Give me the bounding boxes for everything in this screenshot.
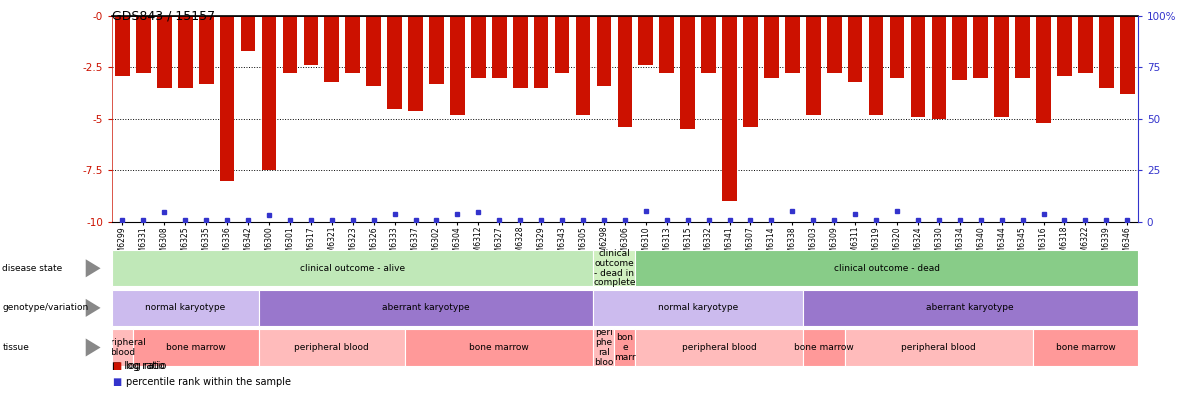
Polygon shape (86, 339, 100, 356)
Bar (597, 16, 611, 86)
Bar (1120, 16, 1134, 94)
Bar (1015, 16, 1030, 78)
Bar (974, 16, 988, 78)
Text: tissue: tissue (2, 343, 29, 352)
Bar (953, 16, 967, 80)
Bar (826, 16, 842, 74)
Bar (848, 16, 863, 82)
Bar (112, 329, 133, 366)
Text: peripheral
blood: peripheral blood (99, 338, 146, 357)
Text: bon
e
marr: bon e marr (614, 333, 635, 362)
Bar (219, 16, 235, 181)
Bar (764, 16, 778, 78)
Bar (635, 250, 1138, 286)
Bar (803, 290, 1138, 326)
Bar (406, 329, 593, 366)
Text: clinical outcome - alive: clinical outcome - alive (301, 264, 406, 273)
Bar (743, 16, 758, 127)
Bar (593, 250, 635, 286)
Text: clinical outcome - dead: clinical outcome - dead (834, 264, 940, 273)
Bar (639, 16, 653, 65)
Text: genotype/variation: genotype/variation (2, 303, 88, 312)
Bar (890, 16, 904, 78)
Bar (492, 16, 507, 78)
Text: percentile rank within the sample: percentile rank within the sample (126, 377, 291, 387)
Bar (593, 329, 614, 366)
Bar (429, 16, 443, 84)
Bar (618, 16, 632, 127)
Bar (635, 329, 803, 366)
Bar (112, 290, 258, 326)
Bar (844, 329, 1033, 366)
Text: peripheral blood: peripheral blood (681, 343, 757, 352)
Bar (136, 16, 151, 74)
Text: normal karyotype: normal karyotype (658, 303, 738, 312)
Bar (534, 16, 548, 88)
Bar (702, 16, 716, 74)
Bar (785, 16, 799, 74)
Text: bone marrow: bone marrow (469, 343, 529, 352)
Bar (258, 329, 406, 366)
Bar (1036, 16, 1050, 123)
Text: ■: ■ (112, 377, 121, 387)
Bar (680, 16, 694, 129)
Bar (241, 16, 256, 51)
Text: ■ log ratio: ■ log ratio (112, 361, 165, 371)
Bar (575, 16, 591, 115)
Bar (367, 16, 381, 86)
Bar (199, 16, 213, 84)
Bar (262, 16, 276, 170)
Bar (910, 16, 926, 117)
Text: disease state: disease state (2, 264, 62, 273)
Bar (1033, 329, 1138, 366)
Bar (1078, 16, 1093, 74)
Bar (112, 250, 593, 286)
Bar (869, 16, 883, 115)
Bar (133, 329, 258, 366)
Bar (806, 16, 821, 115)
Bar (408, 16, 423, 110)
Bar (931, 16, 947, 119)
Bar (345, 16, 360, 74)
Bar (470, 16, 486, 78)
Bar (555, 16, 569, 74)
Bar (178, 16, 192, 88)
Bar (450, 16, 465, 115)
Bar (659, 16, 674, 74)
Text: clinical
outcome
- dead in
complete: clinical outcome - dead in complete (593, 249, 635, 287)
Text: bone marrow: bone marrow (793, 343, 854, 352)
Polygon shape (86, 299, 100, 317)
Bar (994, 16, 1009, 117)
Bar (258, 290, 593, 326)
Text: GDS843 / 15157: GDS843 / 15157 (112, 10, 215, 23)
Bar (324, 16, 340, 82)
Text: log ratio: log ratio (126, 361, 166, 371)
Text: peripheral blood: peripheral blood (902, 343, 976, 352)
Bar (513, 16, 527, 88)
Text: bone marrow: bone marrow (1055, 343, 1115, 352)
Bar (1099, 16, 1114, 88)
Bar (116, 16, 130, 76)
Bar (157, 16, 172, 88)
Bar (803, 329, 844, 366)
Bar (303, 16, 318, 65)
Text: peri
phe
ral
bloo: peri phe ral bloo (594, 328, 613, 367)
Bar (593, 290, 803, 326)
Bar (283, 16, 297, 74)
Text: normal karyotype: normal karyotype (145, 303, 225, 312)
Bar (614, 329, 635, 366)
Bar (723, 16, 737, 201)
Text: peripheral blood: peripheral blood (295, 343, 369, 352)
Text: ■: ■ (112, 361, 121, 371)
Bar (1058, 16, 1072, 76)
Text: aberrant karyotype: aberrant karyotype (382, 303, 469, 312)
Text: bone marrow: bone marrow (166, 343, 225, 352)
Text: aberrant karyotype: aberrant karyotype (927, 303, 1014, 312)
Polygon shape (86, 259, 100, 277)
Bar (387, 16, 402, 109)
